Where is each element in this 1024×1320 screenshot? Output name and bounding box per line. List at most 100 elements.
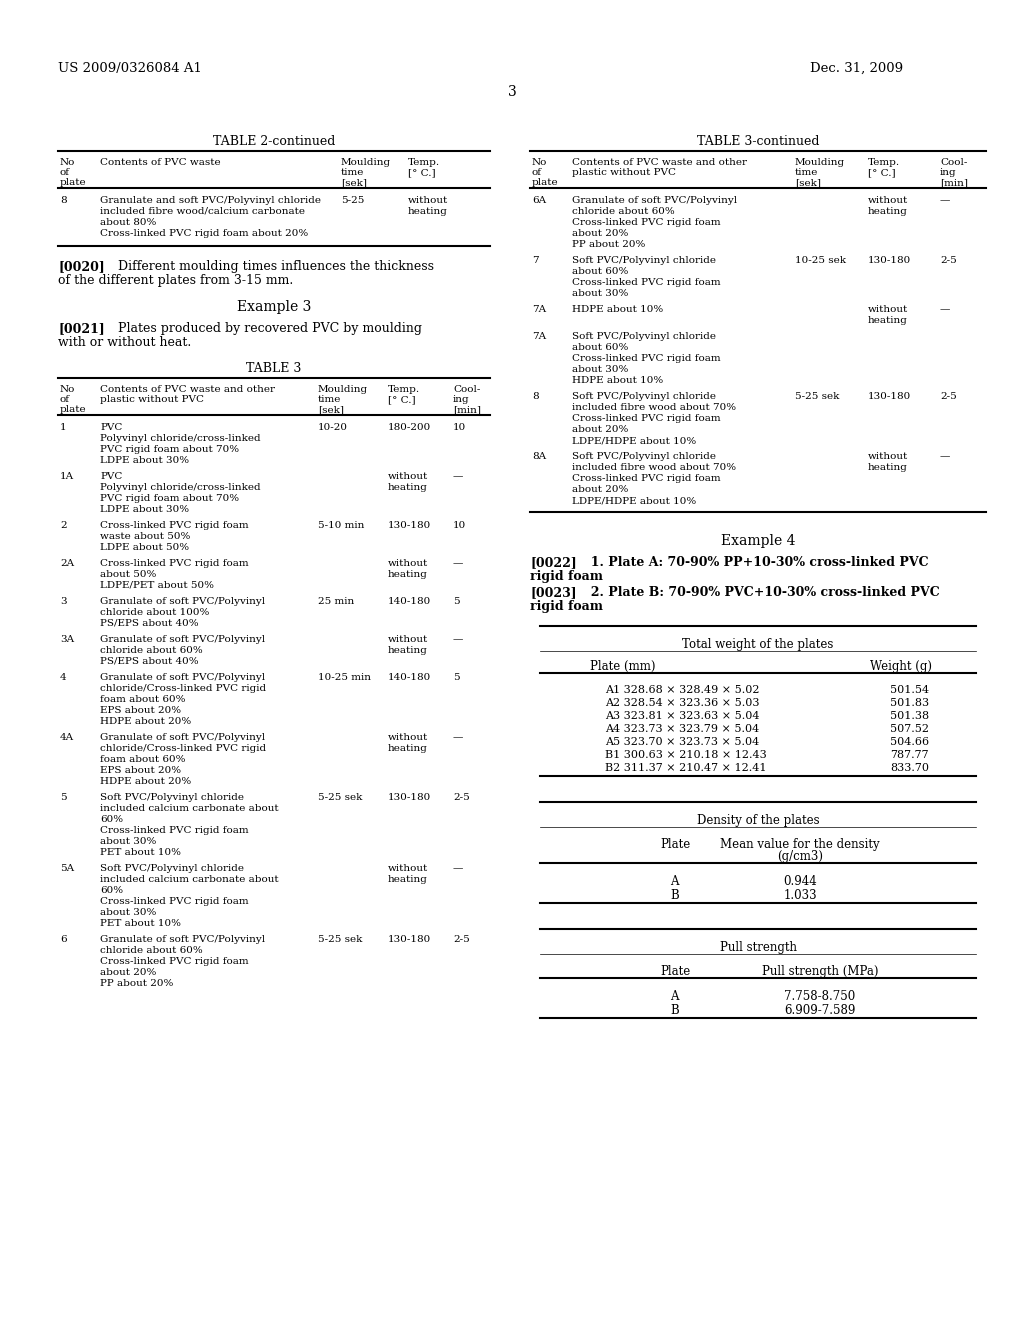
Text: about 60%: about 60%	[572, 267, 629, 276]
Text: 6.909-7.589: 6.909-7.589	[784, 1005, 856, 1016]
Text: about 60%: about 60%	[572, 343, 629, 352]
Text: 7.758-8.750: 7.758-8.750	[784, 990, 856, 1003]
Text: HDPE about 20%: HDPE about 20%	[100, 717, 191, 726]
Text: 180-200: 180-200	[388, 422, 431, 432]
Text: 504.66: 504.66	[890, 737, 929, 747]
Text: without: without	[408, 195, 449, 205]
Text: Cool-: Cool-	[940, 158, 968, 168]
Text: PVC rigid foam about 70%: PVC rigid foam about 70%	[100, 445, 240, 454]
Text: waste about 50%: waste about 50%	[100, 532, 190, 541]
Text: ing: ing	[453, 395, 470, 404]
Text: plate: plate	[532, 178, 559, 187]
Text: 5: 5	[60, 793, 67, 803]
Text: plastic without PVC: plastic without PVC	[100, 395, 204, 404]
Text: plate: plate	[60, 405, 87, 414]
Text: Plate (mm): Plate (mm)	[590, 660, 655, 673]
Text: Granulate and soft PVC/Polyvinyl chloride: Granulate and soft PVC/Polyvinyl chlorid…	[100, 195, 321, 205]
Text: A2 328.54 × 323.36 × 5.03: A2 328.54 × 323.36 × 5.03	[605, 698, 760, 708]
Text: Dec. 31, 2009: Dec. 31, 2009	[810, 62, 903, 75]
Text: 2. Plate B: 70-90% PVC+10-30% cross-linked PVC: 2. Plate B: 70-90% PVC+10-30% cross-link…	[582, 586, 940, 599]
Text: 7: 7	[532, 256, 539, 265]
Text: TABLE 3-continued: TABLE 3-continued	[696, 135, 819, 148]
Text: B2 311.37 × 210.47 × 12.41: B2 311.37 × 210.47 × 12.41	[605, 763, 767, 774]
Text: Soft PVC/Polyvinyl chloride: Soft PVC/Polyvinyl chloride	[572, 392, 716, 401]
Text: 833.70: 833.70	[890, 763, 929, 774]
Text: about 80%: about 80%	[100, 218, 157, 227]
Text: PP about 20%: PP about 20%	[572, 240, 645, 249]
Text: 0.944: 0.944	[783, 875, 817, 888]
Text: A: A	[670, 875, 679, 888]
Text: [min]: [min]	[453, 405, 481, 414]
Text: —: —	[453, 473, 464, 480]
Text: Density of the plates: Density of the plates	[696, 814, 819, 828]
Text: Granulate of soft PVC/Polyvinyl: Granulate of soft PVC/Polyvinyl	[100, 635, 265, 644]
Text: heating: heating	[408, 207, 447, 216]
Text: 3A: 3A	[60, 635, 74, 644]
Text: Soft PVC/Polyvinyl chloride: Soft PVC/Polyvinyl chloride	[572, 256, 716, 265]
Text: 7A: 7A	[532, 305, 546, 314]
Text: heating: heating	[868, 207, 908, 216]
Text: chloride about 60%: chloride about 60%	[100, 946, 203, 954]
Text: PS/EPS about 40%: PS/EPS about 40%	[100, 619, 199, 628]
Text: Granulate of soft PVC/Polyvinyl: Granulate of soft PVC/Polyvinyl	[100, 733, 265, 742]
Text: Example 3: Example 3	[237, 300, 311, 314]
Text: Moulding: Moulding	[318, 385, 368, 393]
Text: about 30%: about 30%	[100, 908, 157, 917]
Text: EPS about 20%: EPS about 20%	[100, 766, 181, 775]
Text: —: —	[453, 865, 464, 873]
Text: chloride about 60%: chloride about 60%	[572, 207, 675, 216]
Text: 8: 8	[60, 195, 67, 205]
Text: Cross-linked PVC rigid foam: Cross-linked PVC rigid foam	[572, 218, 721, 227]
Text: 5-25 sek: 5-25 sek	[795, 392, 840, 401]
Text: [sek]: [sek]	[318, 405, 344, 414]
Text: time: time	[318, 395, 341, 404]
Text: TABLE 2-continued: TABLE 2-continued	[213, 135, 335, 148]
Text: PS/EPS about 40%: PS/EPS about 40%	[100, 657, 199, 667]
Text: 10: 10	[453, 422, 466, 432]
Text: time: time	[795, 168, 818, 177]
Text: about 30%: about 30%	[572, 366, 629, 374]
Text: 8: 8	[532, 392, 539, 401]
Text: Contents of PVC waste and other: Contents of PVC waste and other	[100, 385, 275, 393]
Text: Granulate of soft PVC/Polyvinyl: Granulate of soft PVC/Polyvinyl	[100, 597, 265, 606]
Text: rigid foam: rigid foam	[530, 601, 603, 612]
Text: Temp.: Temp.	[388, 385, 420, 393]
Text: 4: 4	[60, 673, 67, 682]
Text: 5-25 sek: 5-25 sek	[318, 935, 362, 944]
Text: without: without	[388, 473, 428, 480]
Text: heating: heating	[388, 570, 428, 579]
Text: Cross-linked PVC rigid foam: Cross-linked PVC rigid foam	[572, 414, 721, 422]
Text: B: B	[670, 1005, 679, 1016]
Text: US 2009/0326084 A1: US 2009/0326084 A1	[58, 62, 202, 75]
Text: ing: ing	[940, 168, 956, 177]
Text: 140-180: 140-180	[388, 673, 431, 682]
Text: without: without	[868, 451, 908, 461]
Text: of: of	[532, 168, 542, 177]
Text: —: —	[453, 558, 464, 568]
Text: PP about 20%: PP about 20%	[100, 979, 173, 987]
Text: 5-25: 5-25	[341, 195, 365, 205]
Text: Granulate of soft PVC/Polyvinyl: Granulate of soft PVC/Polyvinyl	[572, 195, 737, 205]
Text: heating: heating	[868, 463, 908, 473]
Text: B: B	[670, 888, 679, 902]
Text: PVC: PVC	[100, 422, 123, 432]
Text: 60%: 60%	[100, 886, 123, 895]
Text: with or without heat.: with or without heat.	[58, 337, 191, 348]
Text: 5-25 sek: 5-25 sek	[318, 793, 362, 803]
Text: included calcium carbonate about: included calcium carbonate about	[100, 804, 279, 813]
Text: 2A: 2A	[60, 558, 74, 568]
Text: —: —	[453, 635, 464, 644]
Text: Cross-linked PVC rigid foam: Cross-linked PVC rigid foam	[572, 279, 721, 286]
Text: No: No	[532, 158, 548, 168]
Text: LDPE about 30%: LDPE about 30%	[100, 455, 189, 465]
Text: A: A	[670, 990, 679, 1003]
Text: —: —	[940, 195, 950, 205]
Text: (g/cm3): (g/cm3)	[777, 850, 823, 863]
Text: Pull strength (MPa): Pull strength (MPa)	[762, 965, 879, 978]
Text: 10-25 sek: 10-25 sek	[795, 256, 846, 265]
Text: 2-5: 2-5	[453, 793, 470, 803]
Text: HDPE about 10%: HDPE about 10%	[572, 305, 664, 314]
Text: Granulate of soft PVC/Polyvinyl: Granulate of soft PVC/Polyvinyl	[100, 935, 265, 944]
Text: Temp.: Temp.	[868, 158, 900, 168]
Text: of the different plates from 3-15 mm.: of the different plates from 3-15 mm.	[58, 275, 293, 286]
